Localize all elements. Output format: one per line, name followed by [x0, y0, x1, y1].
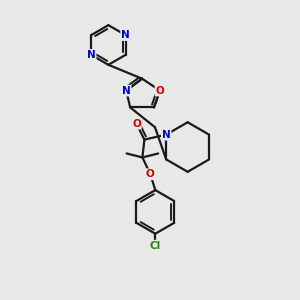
Text: O: O — [132, 119, 141, 129]
Text: N: N — [162, 130, 171, 140]
Text: O: O — [146, 169, 155, 179]
Text: O: O — [155, 85, 164, 96]
Text: N: N — [87, 50, 96, 60]
Text: N: N — [122, 85, 130, 96]
Text: N: N — [121, 30, 130, 40]
Text: Cl: Cl — [150, 241, 161, 250]
